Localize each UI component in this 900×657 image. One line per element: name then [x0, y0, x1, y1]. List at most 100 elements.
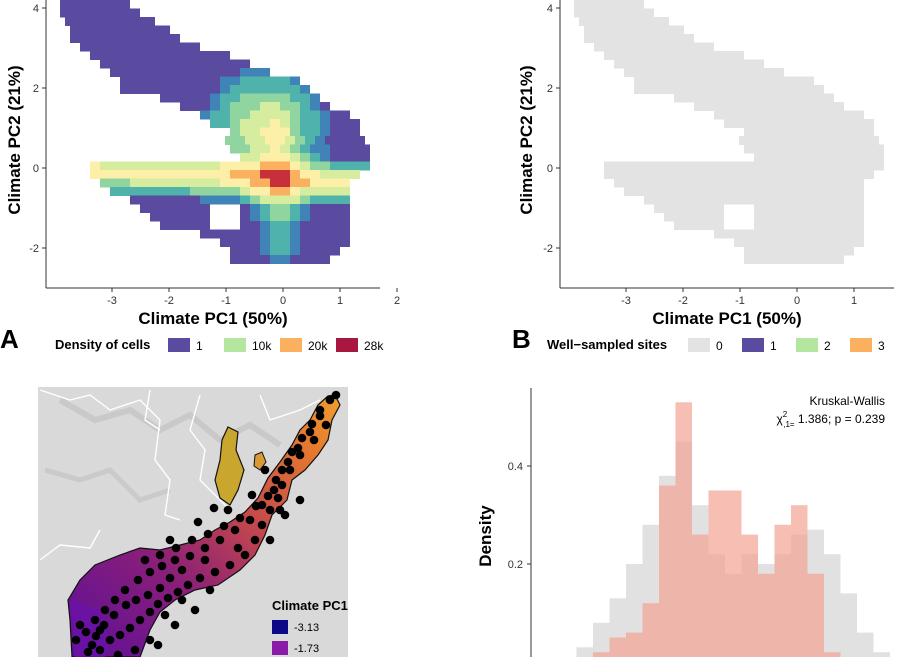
- heatmap-cell: [754, 195, 764, 205]
- heatmap-cell: [714, 212, 724, 222]
- heatmap-cell: [824, 229, 834, 239]
- heatmap-cell: [784, 127, 794, 137]
- heatmap-cell: [120, 25, 130, 35]
- heatmap-cell: [664, 204, 674, 213]
- sample-site-point: [165, 535, 175, 545]
- heatmap-cell: [594, 42, 604, 52]
- heatmap-cell: [130, 25, 140, 35]
- heatmap-cell: [774, 229, 784, 239]
- heatmap-cell: [340, 110, 350, 120]
- panel-a-legend: 1 10k 20k 28k: [168, 338, 384, 353]
- heatmap-cell: [160, 204, 170, 213]
- heatmap-cell: [694, 204, 704, 213]
- heatmap-cell: [754, 221, 764, 230]
- panel-d-ticks: 0.2 0.4: [508, 461, 531, 571]
- sample-site-point: [209, 503, 219, 513]
- x-tick-label: -3: [621, 295, 631, 307]
- heatmap-cell: [604, 51, 614, 60]
- heatmap-cell: [834, 170, 844, 179]
- legend-label: 1: [196, 339, 203, 353]
- y-tick-label: 4: [33, 3, 39, 15]
- sample-site-point: [200, 543, 210, 553]
- panel-b: -3 -2 -1 0 1 2 -2 0 2 4 Climate PC1 (50%) Climate…: [512, 0, 894, 354]
- heatmap-cell: [320, 238, 330, 247]
- heatmap-cell: [814, 110, 824, 120]
- x-tick-label: 1: [851, 295, 857, 307]
- heatmap-cell: [814, 246, 824, 256]
- heatmap-cell: [724, 85, 734, 94]
- heatmap-cell: [250, 161, 260, 171]
- sample-site-point: [219, 521, 229, 531]
- heatmap-cell: [200, 68, 210, 77]
- heatmap-cell: [624, 59, 634, 69]
- heatmap-cell: [230, 102, 240, 111]
- heatmap-cell: [694, 221, 704, 230]
- heatmap-cell: [854, 212, 864, 222]
- heatmap-cell: [160, 161, 170, 171]
- heatmap-cell: [90, 170, 100, 179]
- heatmap-cell: [734, 170, 744, 179]
- heatmap-cell: [220, 110, 230, 120]
- heatmap-cell: [310, 119, 320, 128]
- heatmap-cell: [260, 195, 270, 205]
- heatmap-cell: [160, 170, 170, 179]
- heatmap-cell: [784, 212, 794, 222]
- heatmap-cell: [674, 178, 684, 188]
- heatmap-cell: [100, 42, 110, 52]
- heatmap-cell: [190, 42, 200, 52]
- heatmap-cell: [90, 8, 100, 18]
- heatmap-cell: [120, 42, 130, 52]
- heatmap-cell: [290, 153, 300, 162]
- heatmap-cell: [814, 238, 824, 247]
- heatmap-cell: [764, 76, 774, 86]
- heatmap-cell: [734, 51, 744, 60]
- heatmap-cell: [609, 17, 619, 26]
- heatmap-cell: [250, 76, 260, 86]
- heatmap-cell: [674, 51, 684, 60]
- heatmap-cell: [734, 187, 744, 196]
- heatmap-cell: [110, 161, 120, 171]
- sample-site-point: [200, 555, 210, 565]
- heatmap-cell: [65, 17, 75, 26]
- heatmap-cell: [330, 195, 340, 205]
- heatmap-cell: [220, 76, 230, 86]
- heatmap-cell: [854, 119, 864, 128]
- heatmap-cell: [220, 93, 230, 103]
- heatmap-cell: [724, 110, 734, 120]
- heatmap-cell: [744, 255, 754, 264]
- heatmap-cell: [604, 25, 614, 35]
- heatmap-cell: [864, 144, 874, 154]
- heatmap-cell: [614, 0, 624, 9]
- sample-site-point: [110, 595, 120, 605]
- heatmap-cell: [160, 59, 170, 69]
- heatmap-cell: [180, 178, 190, 188]
- y-tick-label: 4: [547, 3, 553, 15]
- heatmap-cell: [130, 85, 140, 94]
- heatmap-cell: [844, 238, 854, 247]
- heatmap-cell: [190, 102, 200, 111]
- heatmap-cell: [220, 119, 230, 128]
- heatmap-cell: [764, 187, 774, 196]
- heatmap-cell: [634, 42, 644, 52]
- heatmap-cell: [180, 161, 190, 171]
- heatmap-cell: [654, 51, 664, 60]
- heatmap-cell: [604, 0, 614, 9]
- x-tick-label: -2: [164, 295, 174, 307]
- heatmap-cell: [290, 170, 300, 179]
- heatmap-cell: [140, 161, 150, 171]
- heatmap-cell: [804, 187, 814, 196]
- heatmap-cell: [769, 136, 779, 145]
- heatmap-cell: [120, 34, 130, 43]
- heatmap-cell: [664, 42, 674, 52]
- heatmap-cell: [754, 178, 764, 188]
- legend-label: 3: [878, 339, 885, 353]
- heatmap-cell: [774, 170, 784, 179]
- heatmap-cell: [280, 195, 290, 205]
- sample-site-point: [293, 443, 303, 453]
- x-tick-label: -1: [735, 295, 745, 307]
- heatmap-cell: [350, 119, 360, 128]
- heatmap-cell: [140, 204, 150, 213]
- heatmap-cell: [300, 204, 310, 213]
- heatmap-cell: [814, 212, 824, 222]
